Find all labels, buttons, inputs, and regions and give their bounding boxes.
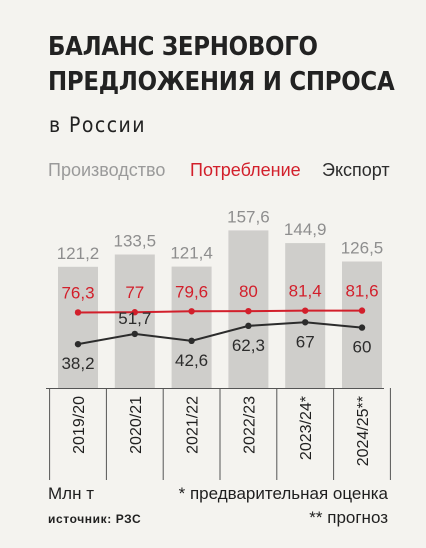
export-point-3 bbox=[245, 322, 252, 330]
consumption-point-2 bbox=[188, 308, 195, 315]
consumption-point-5 bbox=[358, 307, 366, 314]
chart-title-line2: ПРЕДЛОЖЕНИЯ И СПРОСА bbox=[48, 67, 395, 97]
x-tick-label-3: 2022/23 bbox=[241, 396, 258, 454]
legend-consumption: Потребление bbox=[190, 160, 301, 180]
export-point-2 bbox=[188, 337, 195, 345]
export-line bbox=[77, 321, 363, 346]
chart-subtitle: в России bbox=[49, 113, 146, 137]
consumption-point-4 bbox=[302, 307, 309, 314]
x-tick-label-2: 2021/22 bbox=[185, 396, 202, 454]
consumption-label-1: 77 bbox=[125, 283, 144, 302]
consumption-line bbox=[77, 309, 363, 314]
legend-export: Экспорт bbox=[322, 160, 390, 180]
production-label-2: 121,4 bbox=[170, 244, 213, 263]
unit-label: Млн т bbox=[48, 484, 94, 503]
consumption-label-2: 79,6 bbox=[175, 282, 208, 301]
production-label-4: 144,9 bbox=[284, 220, 327, 239]
chart-title-line1: БАЛАНС ЗЕРНОВОГО bbox=[48, 32, 318, 62]
consumption-label-3: 80 bbox=[239, 282, 258, 301]
export-label-4: 67 bbox=[296, 332, 315, 351]
production-label-5: 126,5 bbox=[341, 239, 384, 258]
x-tick-label-5: 2024/25** bbox=[355, 396, 372, 466]
note-forecast: ** прогноз bbox=[309, 508, 388, 527]
x-tick-label-4: 2023/24* bbox=[298, 396, 315, 460]
legend-production: Производство bbox=[48, 160, 166, 180]
export-point-1 bbox=[131, 330, 138, 338]
consumption-point-3 bbox=[245, 307, 252, 315]
chart-title: БАЛАНС ЗЕРНОВОГО ПРЕДЛОЖЕНИЯ И СПРОСА bbox=[48, 30, 395, 100]
export-point-0 bbox=[74, 340, 82, 348]
export-label-3: 62,3 bbox=[232, 336, 265, 355]
consumption-point-0 bbox=[74, 309, 82, 316]
note-estimate: * предварительная оценка bbox=[178, 484, 388, 503]
export-label-1: 51,7 bbox=[118, 309, 151, 328]
consumption-label-4: 81,4 bbox=[289, 282, 322, 301]
export-label-2: 42,6 bbox=[175, 351, 208, 370]
production-label-3: 157,6 bbox=[227, 207, 270, 226]
production-label-0: 121,2 bbox=[57, 244, 100, 263]
production-bar-0 bbox=[58, 266, 98, 388]
consumption-point-1 bbox=[131, 309, 138, 316]
production-bar-4 bbox=[285, 243, 326, 388]
export-label-0: 38,2 bbox=[61, 354, 94, 373]
production-label-1: 133,5 bbox=[114, 232, 157, 251]
consumption-label-5: 81,6 bbox=[345, 282, 378, 301]
export-point-5 bbox=[358, 324, 366, 331]
x-tick-label-0: 2019/20 bbox=[71, 396, 88, 454]
production-bar-1 bbox=[114, 254, 155, 388]
export-point-4 bbox=[302, 319, 309, 326]
production-bar-2 bbox=[171, 266, 212, 388]
export-label-5: 60 bbox=[353, 338, 372, 357]
source-label: источник: РЗС bbox=[48, 512, 142, 526]
consumption-label-0: 76,3 bbox=[61, 283, 94, 302]
x-tick-label-1: 2020/21 bbox=[128, 396, 145, 454]
